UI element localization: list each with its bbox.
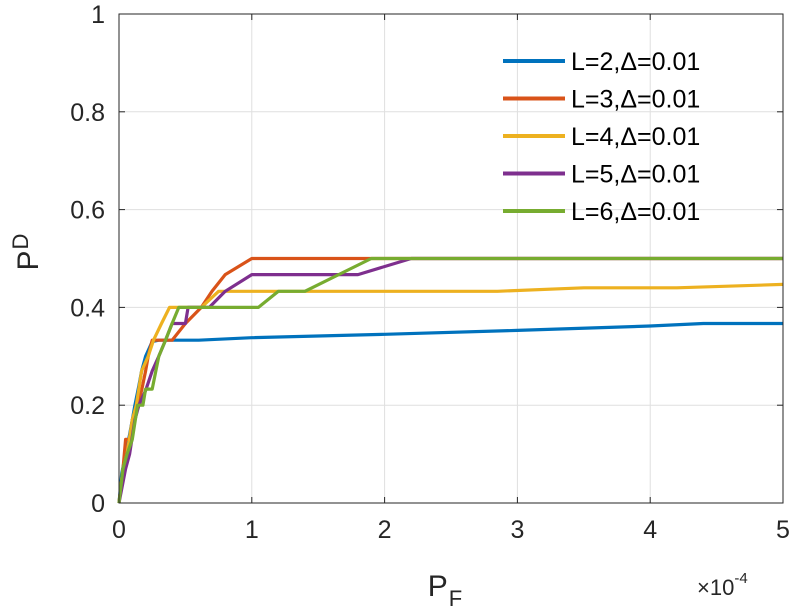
y-axis-label: PD <box>8 234 45 271</box>
y-tick-label: 1 <box>91 1 105 29</box>
x-tick-label: 4 <box>643 516 657 544</box>
x-tick-label: 2 <box>378 516 392 544</box>
series-line-5 <box>117 256 783 504</box>
x-axis-label-main: P <box>428 570 448 603</box>
plot-frame <box>118 13 784 504</box>
x-axis-multiplier: ×10-4 <box>697 570 748 600</box>
x-axis-label-sub: F <box>449 586 462 611</box>
legend-label-5: L=6,Δ=0.01 <box>571 198 700 226</box>
legend-label-1: L=2,Δ=0.01 <box>571 48 700 76</box>
legend: L=2,Δ=0.01 L=3,Δ=0.01 L=4,Δ=0.01 L=5,Δ=0.01… <box>503 48 700 226</box>
x-tick-label: 5 <box>776 516 790 544</box>
y-tick-label: 0.8 <box>70 99 105 127</box>
x-multiplier-base: ×10 <box>697 575 734 600</box>
series-line-3 <box>117 282 784 504</box>
y-tick-label: 0 <box>91 490 105 518</box>
y-tick-label: 0.6 <box>70 197 105 225</box>
x-tick-label: 1 <box>245 516 259 544</box>
y-axis-label-main: P <box>12 250 45 270</box>
legend-label-2: L=3,Δ=0.01 <box>571 86 700 114</box>
x-axis-label: PF <box>428 570 462 611</box>
x-multiplier-exp: -4 <box>734 570 747 587</box>
x-tick-label: 0 <box>112 516 126 544</box>
x-tick-label: 3 <box>510 516 524 544</box>
legend-label-3: L=4,Δ=0.01 <box>571 123 700 151</box>
y-tick-label: 0.4 <box>70 294 105 322</box>
legend-label-4: L=5,Δ=0.01 <box>571 161 700 189</box>
plot-series <box>117 256 784 504</box>
y-tick-label: 0.2 <box>70 392 105 420</box>
y-axis-label-sub: D <box>8 234 33 250</box>
axis-ticks: 0 1 2 3 4 5 0 0.2 0.4 0.6 0.8 1 <box>70 1 790 544</box>
